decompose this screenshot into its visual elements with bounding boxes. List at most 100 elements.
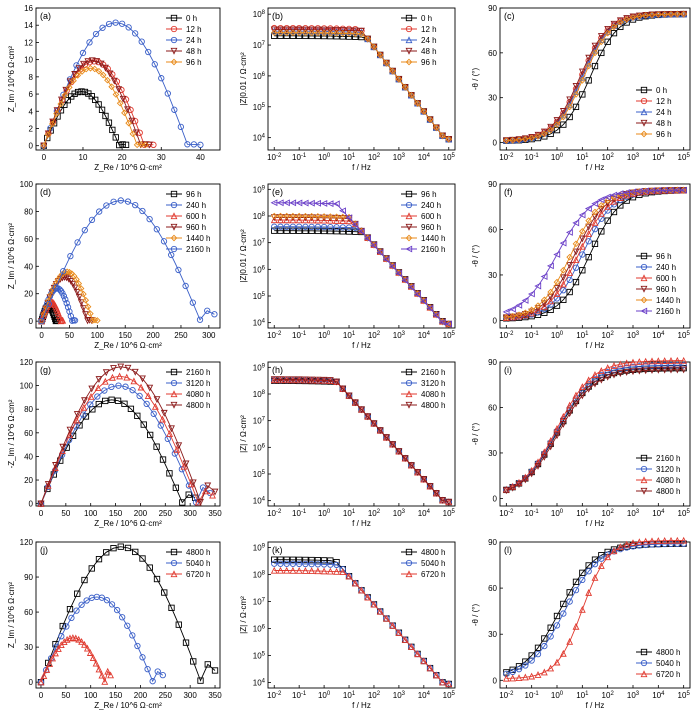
chart-panel-h: 10-2 10-1 100 101 102 103 104 105 104 105 106 107 10… — [239, 361, 456, 528]
y-axis-label: -Z_Im / 10^6 Ω·cm² — [7, 399, 16, 468]
x-tick-label: 102 — [368, 331, 381, 340]
data-point — [597, 196, 605, 204]
data-point — [401, 276, 409, 284]
series-2160-h — [38, 197, 218, 325]
data-point — [654, 357, 662, 365]
data-point — [407, 462, 415, 470]
legend-label: 0 h — [421, 14, 432, 23]
data-point — [67, 252, 74, 260]
data-point — [383, 434, 390, 442]
data-point — [171, 106, 178, 113]
data-point — [204, 307, 211, 314]
data-point — [115, 382, 122, 389]
data-point — [521, 135, 529, 143]
data-point — [62, 86, 70, 94]
data-point — [591, 375, 599, 383]
legend-label: 3120 h — [421, 379, 445, 388]
y-tick-label: 0 — [29, 142, 34, 151]
data-point — [52, 640, 59, 648]
x-axis-label: f / Hz — [586, 163, 605, 172]
data-point — [572, 391, 580, 399]
data-point — [139, 375, 146, 383]
data-point — [591, 62, 599, 70]
data-point — [124, 544, 132, 552]
data-point — [38, 317, 45, 325]
legend-label: 960 h — [656, 285, 676, 294]
data-point — [144, 392, 152, 400]
data-point — [277, 26, 284, 34]
y-tick-label: 90 — [488, 180, 497, 189]
x-tick-label: 103 — [393, 509, 406, 518]
x-tick-label: 103 — [393, 691, 406, 700]
data-point — [44, 481, 52, 489]
data-point — [320, 216, 328, 224]
data-point — [117, 543, 124, 550]
data-point — [351, 221, 359, 229]
data-point — [122, 383, 129, 390]
legend-label: 96 h — [186, 58, 202, 67]
data-point — [283, 223, 290, 230]
data-point — [168, 251, 175, 259]
legend-label: 48 h — [186, 47, 202, 56]
series-line — [40, 546, 216, 683]
legend-label: 12 h — [421, 25, 437, 34]
data-point — [534, 462, 542, 470]
data-point — [196, 316, 204, 323]
data-point — [79, 305, 87, 313]
data-point — [585, 62, 593, 70]
data-point — [540, 128, 548, 136]
data-point — [679, 186, 687, 194]
data-point — [289, 560, 297, 567]
data-point — [401, 83, 409, 91]
data-point — [629, 358, 637, 366]
data-point — [641, 187, 649, 195]
data-point — [172, 484, 180, 491]
x-tick-label: 10-1 — [525, 691, 540, 700]
data-point — [270, 376, 278, 384]
x-tick-label: 105 — [443, 153, 456, 162]
x-tick-label: 250 — [159, 691, 173, 700]
data-point — [89, 317, 97, 324]
data-point — [289, 29, 297, 37]
data-point — [289, 556, 297, 563]
data-point — [146, 564, 153, 571]
data-point — [528, 134, 536, 142]
data-point — [302, 223, 309, 230]
panel-label: (f) — [504, 187, 513, 197]
legend-label: 600 h — [656, 274, 676, 283]
data-point — [59, 622, 66, 630]
x-tick-label: 200 — [146, 331, 160, 340]
data-point — [110, 77, 118, 85]
y-axis-label: Z_Im / 10^6 Ω·cm² — [7, 223, 16, 290]
data-point — [277, 223, 284, 230]
data-point — [326, 377, 334, 384]
data-point — [680, 540, 687, 547]
data-point — [629, 14, 637, 21]
data-point — [407, 643, 415, 650]
data-point — [540, 130, 548, 138]
y-tick-label: 120 — [20, 358, 34, 367]
data-point — [642, 362, 649, 370]
data-point — [388, 263, 396, 270]
data-point — [559, 280, 567, 288]
x-tick-label: 103 — [393, 331, 406, 340]
legend-label: 12 h — [186, 25, 202, 34]
series-24-h — [270, 27, 453, 143]
data-point — [547, 624, 554, 631]
x-tick-label: 105 — [678, 691, 691, 700]
data-point — [103, 202, 110, 209]
data-point — [283, 212, 291, 220]
x-tick-label: 50 — [61, 691, 70, 700]
data-point — [75, 635, 83, 643]
data-point — [295, 29, 303, 37]
data-point — [515, 311, 523, 319]
data-point — [414, 469, 422, 477]
data-point — [74, 72, 82, 79]
x-tick-label: 103 — [627, 509, 640, 518]
legend-marker — [640, 252, 648, 260]
data-point — [157, 422, 164, 429]
data-point — [585, 230, 593, 237]
legend-label: 1440 h — [656, 296, 680, 305]
data-point — [94, 393, 101, 400]
